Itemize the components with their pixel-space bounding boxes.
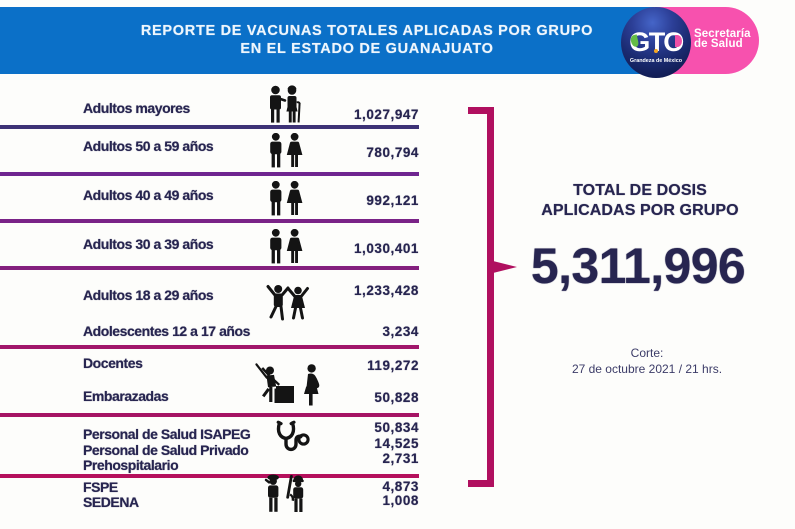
row-value-adultos-mayores: 1,027,947 [353, 107, 419, 123]
separator-5 [0, 344, 419, 349]
row-label-adultos-30-39: Adultos 30 a 39 años [83, 236, 214, 253]
page-title-line2: EN EL ESTADO DE GUANAJUATO [240, 41, 494, 57]
row-value-prehospitalario: 2,731 [382, 451, 419, 467]
header-band [0, 7, 658, 74]
row-label-fspe: FSPE [83, 479, 118, 496]
total-title-line1: TOTAL DE DOSIS [573, 181, 707, 199]
row-label-sedena: SEDENA [83, 493, 139, 510]
row-value-embarazadas: 50,828 [374, 389, 419, 405]
separator-3 [0, 219, 419, 223]
row-label-prehospitalario: Prehospitalario [83, 456, 179, 473]
man-woman-icon [267, 133, 304, 168]
row-label-adultos-18-29: Adultos 18 a 29 años [83, 287, 214, 304]
man-woman-icon [267, 181, 304, 216]
separator-2 [0, 171, 419, 176]
row-value-adultos-18-29: 1,233,428 [353, 282, 419, 298]
row-value-adultos-50-59: 780,794 [366, 145, 419, 161]
cutoff-note: Corte: 27 de octubre 2021 / 21 hrs. [497, 345, 795, 377]
row-label-docentes: Docentes [83, 354, 143, 371]
gto-logo: GTO Grandeza de México [621, 7, 691, 78]
secretaria-line1: Secretaría [694, 28, 751, 40]
secretaria-label: Secretaría de Salud [694, 28, 751, 50]
logo-orange-accent [654, 48, 659, 53]
security-forces-icon [260, 474, 312, 517]
row-value-salud-privado: 14,525 [374, 435, 419, 451]
row-label-adultos-50-59: Adultos 50 a 59 años [83, 138, 214, 155]
row-value-fspe: 4,873 [382, 478, 419, 494]
separator-7 [0, 473, 419, 478]
elderly-couple-icon [266, 85, 303, 124]
separator-1 [0, 124, 419, 129]
separator-6 [0, 413, 419, 417]
total-bracket [460, 100, 530, 500]
row-value-sedena: 1,008 [382, 493, 419, 509]
row-label-embarazadas: Embarazadas [83, 388, 169, 405]
cutoff-label: Corte: [630, 346, 664, 360]
row-label-adultos-40-49: Adultos 40 a 49 años [83, 186, 214, 203]
row-label-adultos-mayores: Adultos mayores [83, 100, 190, 117]
row-value-adolescentes: 3,234 [382, 323, 419, 339]
total-value: 5,311,996 [530, 238, 746, 294]
row-value-adultos-40-49: 992,121 [366, 192, 419, 208]
teacher-icon [253, 362, 296, 406]
row-value-docentes: 119,272 [367, 357, 419, 373]
row-label-salud-isapeg: Personal de Salud ISAPEG [83, 426, 251, 443]
logo-pink-accent [675, 35, 682, 47]
cutoff-value: 27 de octubre 2021 / 21 hrs. [571, 362, 723, 376]
secretaria-line2: de Salud [694, 37, 743, 50]
row-value-adultos-30-39: 1,030,401 [353, 240, 419, 256]
stethoscope-icon [273, 418, 311, 456]
row-label-adolescentes: Adolescentes 12 a 17 años [83, 323, 250, 340]
page-title-line1: REPORTE DE VACUNAS TOTALES APLICADAS POR… [140, 23, 594, 39]
total-title-line2: APLICADAS POR GRUPO [541, 201, 739, 219]
man-woman-icon [267, 229, 304, 264]
separator-4 [0, 266, 419, 270]
row-label-salud-privado: Personal de Salud Privado [83, 441, 249, 458]
page-title: REPORTE DE VACUNAS TOTALES APLICADAS POR… [117, 22, 617, 58]
pregnant-woman-icon [303, 364, 323, 406]
gto-tagline: Grandeza de México [629, 58, 683, 64]
row-value-salud-isapeg: 50,834 [374, 419, 419, 435]
total-title: TOTAL DE DOSIS APLICADAS POR GRUPO [490, 181, 790, 221]
young-adults-icon [263, 281, 313, 326]
